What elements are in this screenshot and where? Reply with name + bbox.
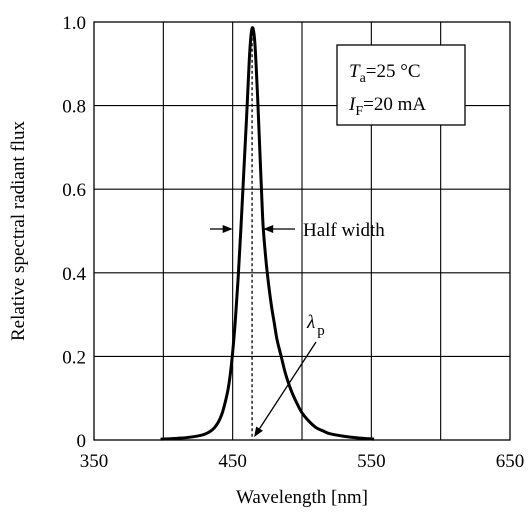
y-tick-label: 0.6	[62, 180, 86, 201]
y-tick-label: 0.2	[62, 347, 86, 368]
peak-symbol: λ	[306, 312, 315, 333]
ta-symbol: T	[349, 61, 361, 82]
half-width-label: Half width	[303, 220, 385, 241]
y-tick-label: 0.4	[62, 264, 86, 285]
ta-value: =25 °C	[366, 61, 421, 82]
if-symbol: I	[348, 94, 357, 115]
conditions-box-frame	[336, 44, 466, 126]
ambient-temperature-label: Ta=25 °C	[349, 61, 421, 86]
half-width-annotation: Half width	[210, 220, 385, 241]
grid-lines	[94, 22, 510, 440]
ta-subscript: a	[360, 71, 367, 86]
series-line-spectrum	[160, 26, 375, 441]
x-tick-label: 650	[496, 451, 525, 472]
peak-pointer-line	[258, 341, 317, 429]
plot-frame	[93, 21, 511, 441]
conditions-box: Ta=25 °C IF=20 mA	[336, 44, 466, 126]
y-tick-labels: 0 0.2 0.4 0.6 0.8 1.0	[62, 13, 86, 452]
x-tick-label: 550	[357, 451, 386, 472]
forward-current-label: IF=20 mA	[348, 94, 426, 119]
peak-pointer-arrowhead	[254, 426, 263, 437]
y-tick-label: 0	[77, 431, 87, 452]
x-tick-labels: 350 450 550 650	[80, 451, 525, 472]
half-width-left-arrowhead	[222, 225, 233, 233]
y-axis-label: Relative spectral radiant flux	[8, 121, 29, 341]
x-axis-label: Wavelength [nm]	[236, 487, 368, 508]
y-tick-label: 1.0	[62, 13, 86, 34]
x-tick-label: 450	[218, 451, 247, 472]
if-value: =20 mA	[363, 94, 426, 115]
y-tick-label: 0.8	[62, 97, 86, 118]
half-width-right-arrowhead	[263, 225, 274, 233]
x-tick-label: 350	[80, 451, 109, 472]
peak-subscript: p	[317, 323, 325, 339]
if-subscript: F	[355, 104, 363, 119]
